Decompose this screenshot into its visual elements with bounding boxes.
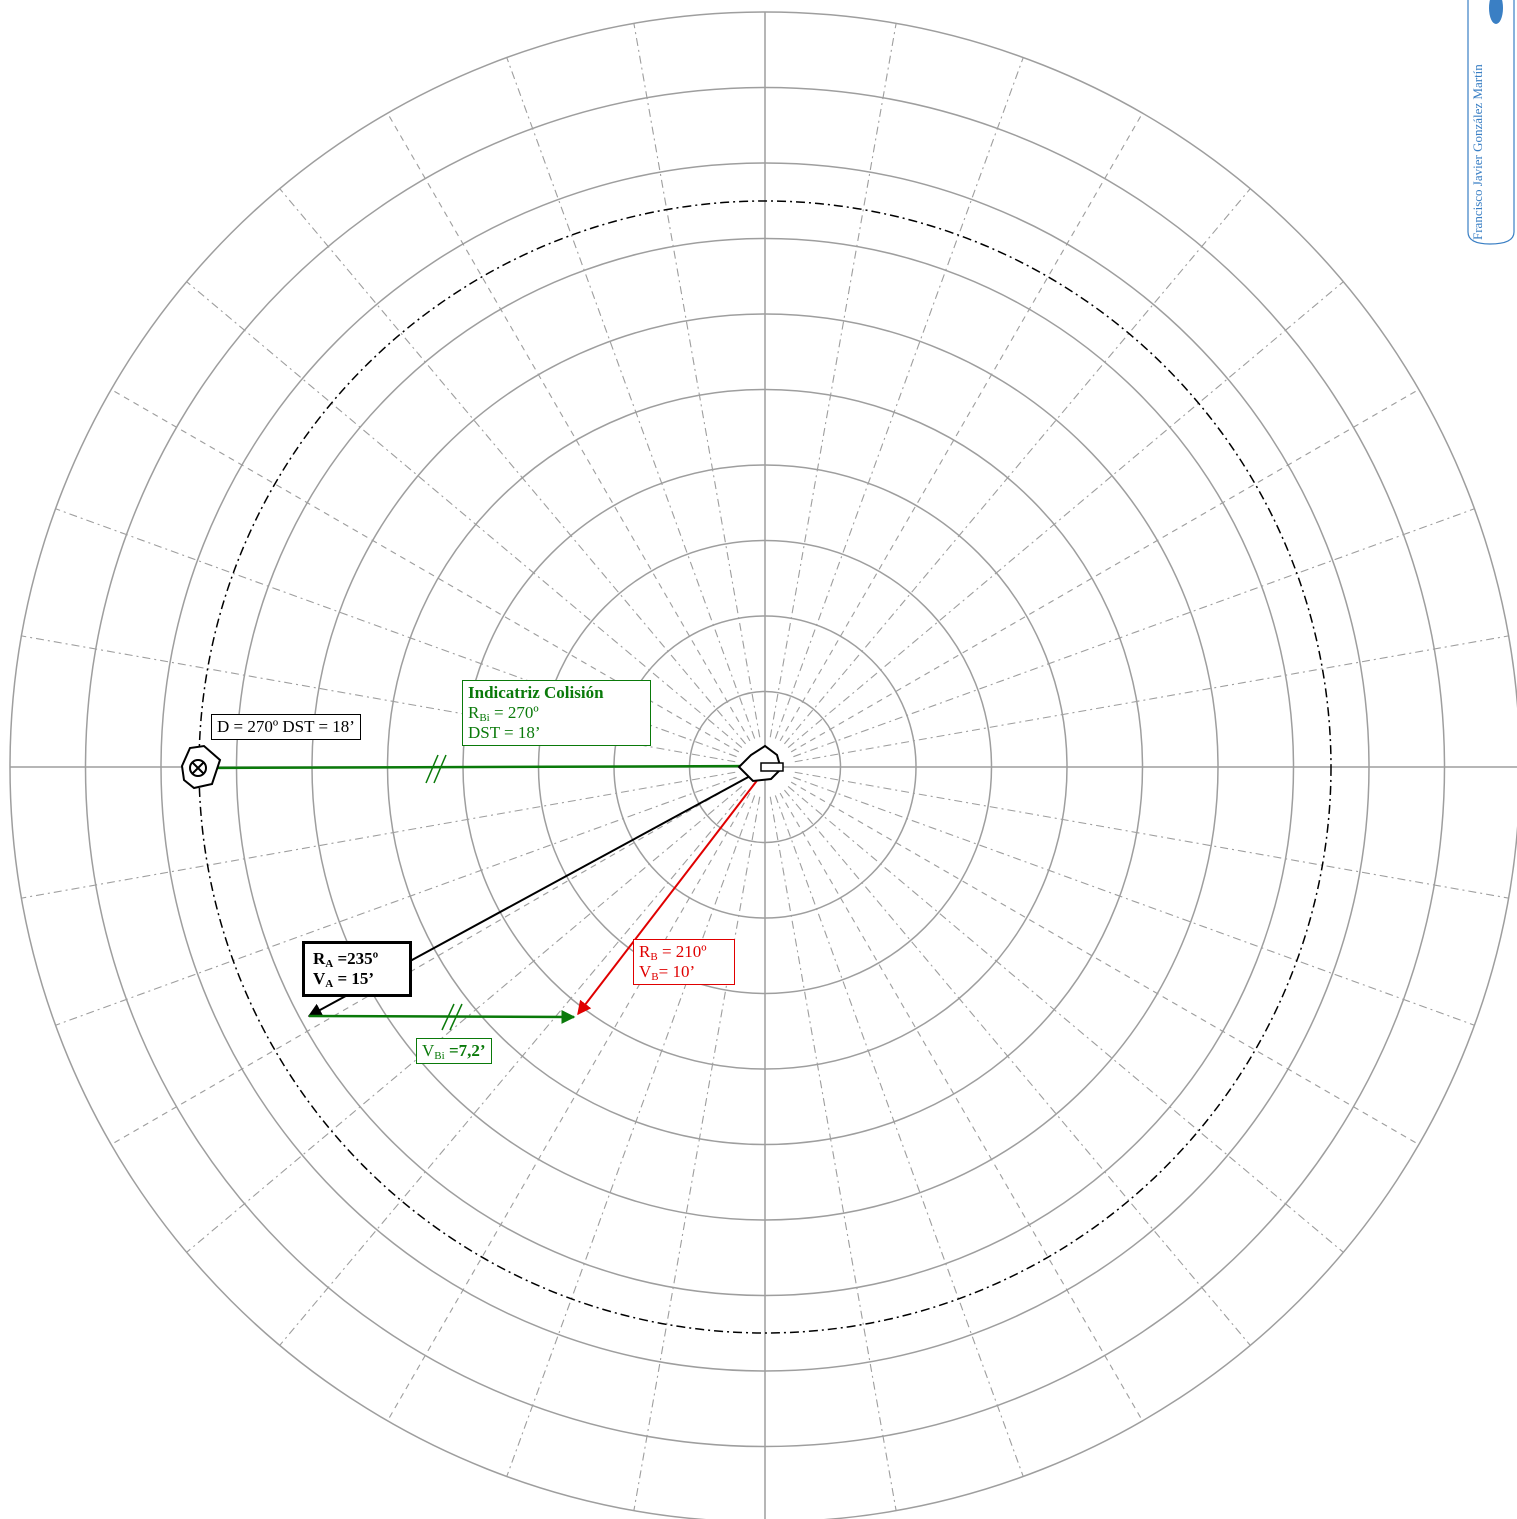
relative-motion-line xyxy=(197,759,762,774)
own-ship-speed: VA = 15’ xyxy=(313,969,401,990)
other-ship-speed: VB= 10’ xyxy=(639,962,729,983)
tick-mark xyxy=(425,754,439,784)
collision-course: RBi = 270º xyxy=(468,703,645,724)
target-label: D = 270º DST = 18’ xyxy=(211,714,361,740)
collision-title: Indicatriz Colisión xyxy=(468,683,604,702)
bearing-line xyxy=(387,112,751,742)
bearing-line xyxy=(279,789,747,1346)
bearing-line xyxy=(633,23,761,738)
bearing-line xyxy=(794,771,1509,899)
ra-r-letter: R xyxy=(313,949,326,968)
vectors xyxy=(197,754,763,1031)
collision-r-value: = 270º xyxy=(489,703,539,722)
rb-r-letter: R xyxy=(639,942,651,961)
author-text: Francisco Javier González Martín xyxy=(1470,64,1485,240)
bearing-line xyxy=(506,57,756,739)
bearing-line xyxy=(774,57,1024,739)
bearing-line xyxy=(387,792,751,1422)
collision-indicator-label: Indicatriz Colisión RBi = 270º DST = 18’ xyxy=(462,680,651,746)
collision-r-letter: R xyxy=(468,703,480,722)
own-ship-course: RA =235º xyxy=(313,949,401,970)
bearing-line xyxy=(769,796,897,1511)
vbi-letter: V xyxy=(422,1041,435,1060)
rb-r-sub: B xyxy=(650,951,658,963)
bearing-line xyxy=(769,23,897,738)
radar-grid xyxy=(9,11,1517,1519)
bearing-line xyxy=(186,281,743,749)
bearing-line xyxy=(793,776,1475,1026)
collision-r-sub: Bi xyxy=(479,712,490,724)
other-ship-course: RB = 210º xyxy=(639,942,729,963)
other-ship-label: RB = 210º VB= 10’ xyxy=(633,939,735,985)
vbi-value: =7,2’ xyxy=(444,1041,486,1060)
rb-r-value: = 210º xyxy=(657,942,707,961)
author-badge xyxy=(1467,0,1515,245)
ra-v-value: = 15’ xyxy=(333,969,375,988)
ra-r-sub: A xyxy=(325,958,334,970)
bearing-line xyxy=(794,635,1509,763)
bearing-line xyxy=(787,281,1344,749)
target-ship-icon xyxy=(180,744,222,790)
relative-speed-label: VBi =7,2’ xyxy=(416,1038,492,1064)
rb-v-sub: B xyxy=(651,971,659,983)
bearing-line xyxy=(279,188,747,745)
bearing-line xyxy=(21,771,736,899)
ra-v-letter: V xyxy=(313,969,326,988)
ra-v-sub: A xyxy=(325,978,334,990)
own-ship-icon xyxy=(737,744,784,783)
collision-dst: DST = 18’ xyxy=(468,723,541,742)
bearing-line xyxy=(790,781,1420,1145)
bearing-line xyxy=(633,796,761,1511)
bearing-line xyxy=(787,785,1344,1253)
tick-mark xyxy=(449,1003,463,1031)
bearing-line xyxy=(779,112,1143,742)
bearing-line xyxy=(55,776,737,1026)
bearing-line xyxy=(783,789,1251,1346)
bearing-line xyxy=(506,795,756,1477)
target-label-text: D = 270º DST = 18’ xyxy=(217,717,355,736)
rb-v-letter: V xyxy=(639,962,652,981)
bearing-line xyxy=(790,389,1420,753)
bearing-line xyxy=(783,188,1251,745)
bearing-line xyxy=(779,792,1143,1422)
ra-r-value: =235º xyxy=(333,949,379,968)
relative-speed-vector xyxy=(308,1009,576,1024)
bearing-line xyxy=(774,795,1024,1477)
rb-v-value: = 10’ xyxy=(658,962,696,981)
other-ship-vector xyxy=(577,773,763,1016)
own-ship-label: RA =235º VA = 15’ xyxy=(302,941,412,997)
vbi-sub: Bi xyxy=(434,1050,445,1062)
danger-circle xyxy=(198,200,1332,1334)
bearing-line xyxy=(793,508,1475,758)
tick-mark xyxy=(441,1003,455,1031)
bearing-line xyxy=(186,785,743,1253)
tick-mark xyxy=(433,754,447,784)
